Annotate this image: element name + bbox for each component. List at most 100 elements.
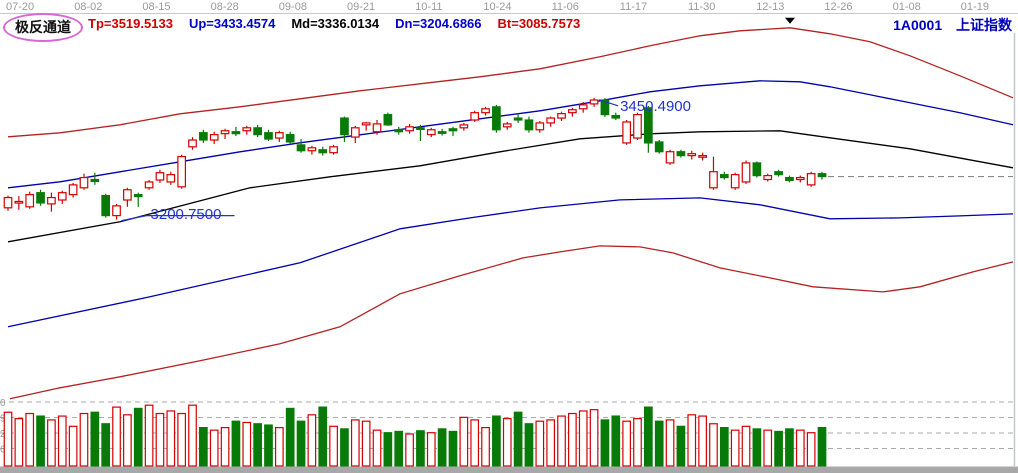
annotation-high-label: 3450.4900: [620, 98, 691, 115]
candle-body-up: [763, 175, 773, 181]
indicator-badge: 极反通道: [3, 13, 83, 42]
volume-bar-down: [774, 430, 783, 467]
candle-body-down: [231, 131, 241, 135]
volume-bar-up: [698, 415, 707, 467]
candle-body-up: [589, 99, 599, 105]
candle-body-up: [730, 174, 740, 189]
volume-axis-label: 6: [0, 445, 6, 456]
volume-bar-down: [318, 406, 328, 467]
candle-body-down: [513, 117, 523, 121]
channel-param: Md=3336.0134: [291, 16, 380, 31]
date-label: 08-02: [74, 1, 103, 13]
candle-body-up: [557, 113, 566, 119]
candle-body-up: [426, 129, 436, 136]
candle-body-up: [372, 123, 382, 133]
candle-body-down: [285, 134, 295, 143]
date-label: 09-21: [347, 1, 376, 13]
volume-bar-up: [123, 414, 132, 467]
volume-bar-down: [383, 432, 393, 467]
candle-body-up: [405, 126, 414, 132]
annotation-leader-line: [598, 99, 619, 107]
volume-bar-up: [177, 412, 187, 467]
candle-body-down: [817, 173, 827, 178]
candle-body-down: [492, 106, 501, 131]
candle-body-down: [654, 141, 664, 153]
candle-body-up: [795, 176, 805, 181]
volume-bar-up: [57, 415, 67, 467]
volume-bar-up: [535, 420, 545, 467]
volume-bar-down: [676, 425, 686, 467]
volume-bar-down: [752, 428, 762, 467]
date-label: 01-08: [892, 1, 921, 13]
annotation-low-label: 3200.7500: [151, 206, 222, 223]
candle-body-up: [166, 174, 176, 183]
candle-body-down: [643, 107, 653, 144]
candle-body-up: [274, 132, 284, 139]
candle-body-up: [546, 117, 556, 124]
volume-bar-up: [622, 420, 631, 467]
candle-body-up: [220, 130, 230, 135]
volume-bar-up: [589, 409, 599, 467]
candle-body-up: [79, 176, 89, 189]
candle-body-down: [676, 151, 686, 157]
candle-body-up: [177, 155, 187, 188]
volume-axis-label: 9: [0, 414, 6, 425]
volume-bar-up: [79, 412, 89, 467]
candle-body-down: [133, 194, 143, 198]
date-label: 11-06: [551, 1, 579, 13]
candle-body-down: [437, 131, 447, 134]
candle-body-down: [611, 115, 621, 119]
volume-bar-down: [492, 415, 501, 467]
volume-bar-down: [264, 424, 273, 467]
volume-bar-up: [709, 423, 718, 467]
candle-body-up: [350, 127, 360, 138]
candle-body-up: [242, 127, 252, 132]
candle-body-up: [481, 108, 490, 114]
volume-bar-up: [470, 419, 480, 467]
candle-body-down: [264, 132, 273, 140]
channel-param: Bt=3085.7573: [497, 16, 581, 31]
volume-bar-up: [806, 432, 816, 467]
candle-body-down: [340, 117, 349, 136]
volume-bar-down: [133, 407, 143, 467]
candle-body-up: [57, 192, 67, 201]
volume-bar-down: [36, 415, 45, 467]
volume-bar-up: [372, 429, 382, 467]
candle-body-up: [14, 200, 24, 204]
candle-body-down: [752, 162, 762, 177]
volume-bar-down: [513, 411, 523, 467]
volume-bar-up: [14, 418, 24, 467]
volume-bar-up: [242, 421, 252, 467]
volume-bar-up: [25, 412, 35, 467]
volume-bar-down: [253, 423, 262, 467]
volume-bar-down: [654, 420, 664, 467]
candle-body-down: [785, 176, 794, 182]
volume-bar-up: [741, 425, 751, 467]
candle-body-up: [123, 189, 132, 201]
candle-body-down: [600, 99, 610, 116]
symbol-label: 1A0001 上证指数: [893, 15, 1012, 35]
candle-body-up: [144, 181, 154, 189]
volume-bar-up: [274, 427, 284, 467]
volume-bar-up: [502, 418, 512, 467]
candle-body-down: [394, 129, 404, 133]
candle-body-down: [253, 127, 262, 136]
volume-bar-up: [795, 429, 805, 467]
candle-body-up: [687, 153, 697, 157]
candle-body-up: [698, 155, 707, 158]
volume-bar-up: [568, 412, 577, 467]
date-label: 09-08: [278, 1, 307, 13]
volume-axis-label: 0: [0, 398, 6, 409]
volume-bar-up: [459, 416, 469, 467]
channel-line-dn: [7, 197, 1014, 328]
candle-body-up: [329, 146, 338, 154]
volume-bar-up: [405, 433, 414, 467]
volume-bar-up: [329, 425, 338, 467]
volume-bar-down: [643, 406, 653, 467]
candle-body-up: [112, 205, 121, 217]
volume-bar-up: [633, 418, 642, 467]
volume-bar-up: [155, 412, 165, 467]
candle-body-up: [188, 139, 197, 148]
volume-bar-up: [350, 419, 360, 467]
